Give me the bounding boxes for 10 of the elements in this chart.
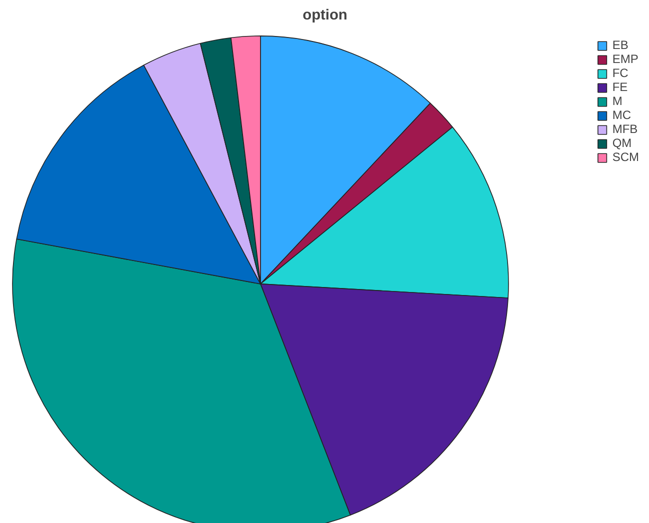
chart-title: option <box>302 8 348 24</box>
legend-label: FC <box>612 66 630 80</box>
legend-label: FE <box>612 80 629 94</box>
legend-label: QM <box>612 136 632 150</box>
legend-label: SCM <box>612 150 639 164</box>
legend-label: EMP <box>612 52 638 66</box>
legend-label: M <box>612 94 624 108</box>
legend-label: MC <box>612 108 632 122</box>
legend-label: MFB <box>612 122 638 136</box>
legend-label: EB <box>612 38 630 52</box>
